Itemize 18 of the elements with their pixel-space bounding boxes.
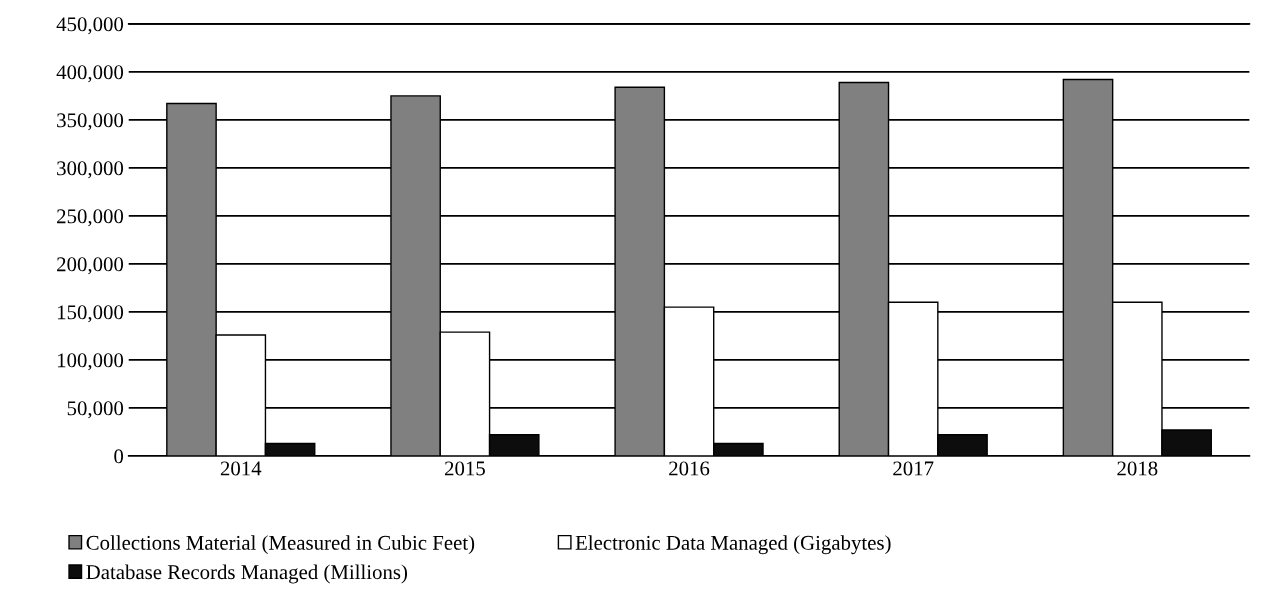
legend-label: Collections Material (Measured in Cubic Feet) xyxy=(86,535,475,555)
x-tick-label: 2016 xyxy=(669,461,710,476)
y-tick-label: 100,000 xyxy=(57,353,124,371)
y-tick-label: 50,000 xyxy=(67,401,124,419)
y-tick-label: 150,000 xyxy=(57,305,124,323)
y-tick-label: 450,000 xyxy=(56,17,124,35)
y-tick-label: 0 xyxy=(114,449,124,464)
y-tick-label: 200,000 xyxy=(57,257,124,275)
y-tick-label: 350,000 xyxy=(57,113,124,131)
x-tick-label: 2015 xyxy=(445,461,485,476)
legend-label: Database Records Managed (Millions) xyxy=(86,564,408,584)
legend-label: Electronic Data Managed (Gigabytes) xyxy=(575,535,891,555)
x-tick-label: 2014 xyxy=(220,461,262,476)
y-tick-label: 400,000 xyxy=(56,65,124,83)
x-tick-label: 2018 xyxy=(1117,461,1158,476)
x-tick-label: 2017 xyxy=(893,461,934,476)
y-tick-label: 300,000 xyxy=(57,161,124,179)
y-tick-label: 250,000 xyxy=(57,209,124,227)
